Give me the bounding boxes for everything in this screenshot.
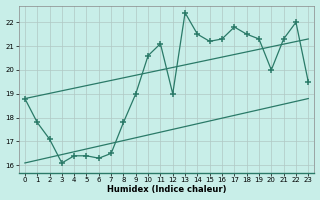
X-axis label: Humidex (Indice chaleur): Humidex (Indice chaleur): [107, 185, 226, 194]
